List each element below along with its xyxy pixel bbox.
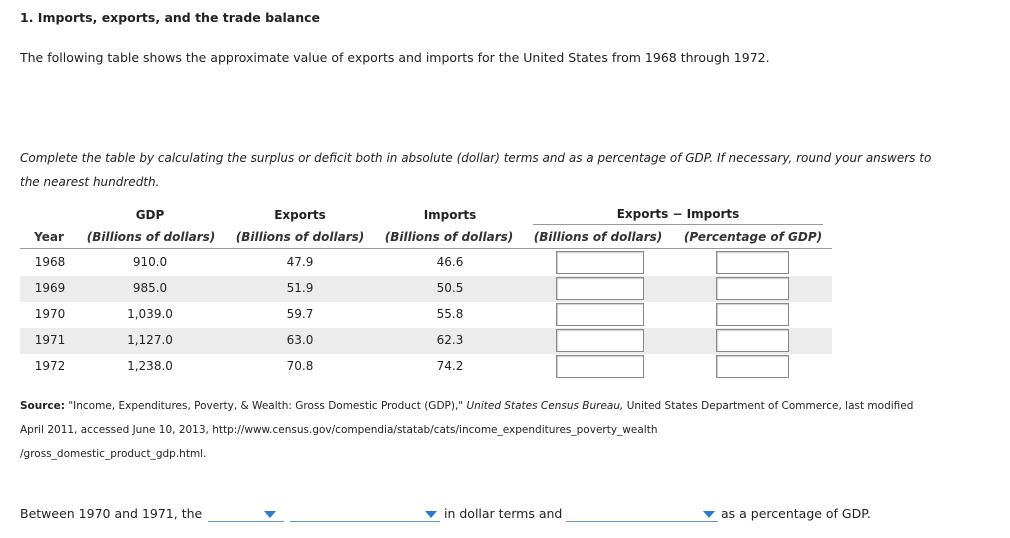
instructions: Complete the table by calculating the su… [20,151,932,189]
source-text: /gross_domestic_product_gdp.html. [20,448,207,460]
header-rule [20,248,832,249]
dropdown[interactable] [566,521,718,522]
input-box[interactable] [716,277,789,300]
value-cell: 50.5 [436,281,464,295]
value-cell: 1,039.0 [127,307,173,321]
source: Source: "Income, Expenditures, Poverty, … [20,394,920,466]
value-cell: 46.6 [436,255,464,269]
column-header: Exports [274,208,326,222]
column-header: (Percentage of GDP) [683,230,823,244]
value-cell: 63.0 [286,333,314,347]
year-cell: 1971 [34,333,66,347]
input-box[interactable] [716,251,789,274]
value-cell: 910.0 [132,255,168,269]
column-header: (Billions of dollars) [235,230,365,244]
header-rule [533,224,823,225]
row-stripe [20,328,832,354]
input-box[interactable] [716,303,789,326]
column-header: (Billions of dollars) [86,230,216,244]
dropdown-arrow[interactable] [264,511,276,518]
column-header: (Billions of dollars) [384,230,514,244]
column-header: Exports − Imports [616,207,740,221]
column-header: (Billions of dollars) [533,230,663,244]
value-cell: 55.8 [436,307,464,321]
value-cell: 62.3 [436,333,464,347]
row-stripe [20,276,832,302]
dropdown[interactable] [290,521,440,522]
year-cell: 1972 [34,359,66,373]
column-header: GDP [135,208,165,222]
source-quote: "Income, Expenditures, Poverty, & Wealth… [68,400,464,412]
value-cell: 70.8 [286,359,314,373]
sentence-text: in dollar terms and [444,506,563,521]
year-cell: 1968 [34,255,66,269]
sentence-text: as a percentage of GDP. [721,506,871,521]
dropdown[interactable] [208,521,284,522]
column-header: Year [34,230,64,244]
input-box[interactable] [556,303,644,326]
column-header: Imports [423,208,477,222]
year-cell: 1969 [34,281,66,295]
source-text: United States Department of Commerce, la… [20,400,914,436]
input-box[interactable] [716,329,789,352]
source-label: Source: [20,400,65,412]
year-cell: 1970 [34,307,66,321]
input-box[interactable] [556,355,644,378]
value-cell: 59.7 [286,307,314,321]
input-box[interactable] [556,277,644,300]
input-box[interactable] [556,329,644,352]
value-cell: 1,127.0 [127,333,173,347]
intro: The following table shows the approximat… [20,50,770,65]
source-agency: United States Census Bureau, [466,400,624,412]
dropdown-arrow[interactable] [703,511,715,518]
value-cell: 47.9 [286,255,314,269]
value-cell: 74.2 [436,359,464,373]
input-box[interactable] [556,251,644,274]
input-box[interactable] [716,355,789,378]
sentence-text: Between 1970 and 1971, the [20,506,203,521]
value-cell: 985.0 [132,281,168,295]
title: 1. Imports, exports, and the trade balan… [20,10,321,25]
value-cell: 1,238.0 [127,359,173,373]
dropdown-arrow[interactable] [425,511,437,518]
value-cell: 51.9 [286,281,314,295]
